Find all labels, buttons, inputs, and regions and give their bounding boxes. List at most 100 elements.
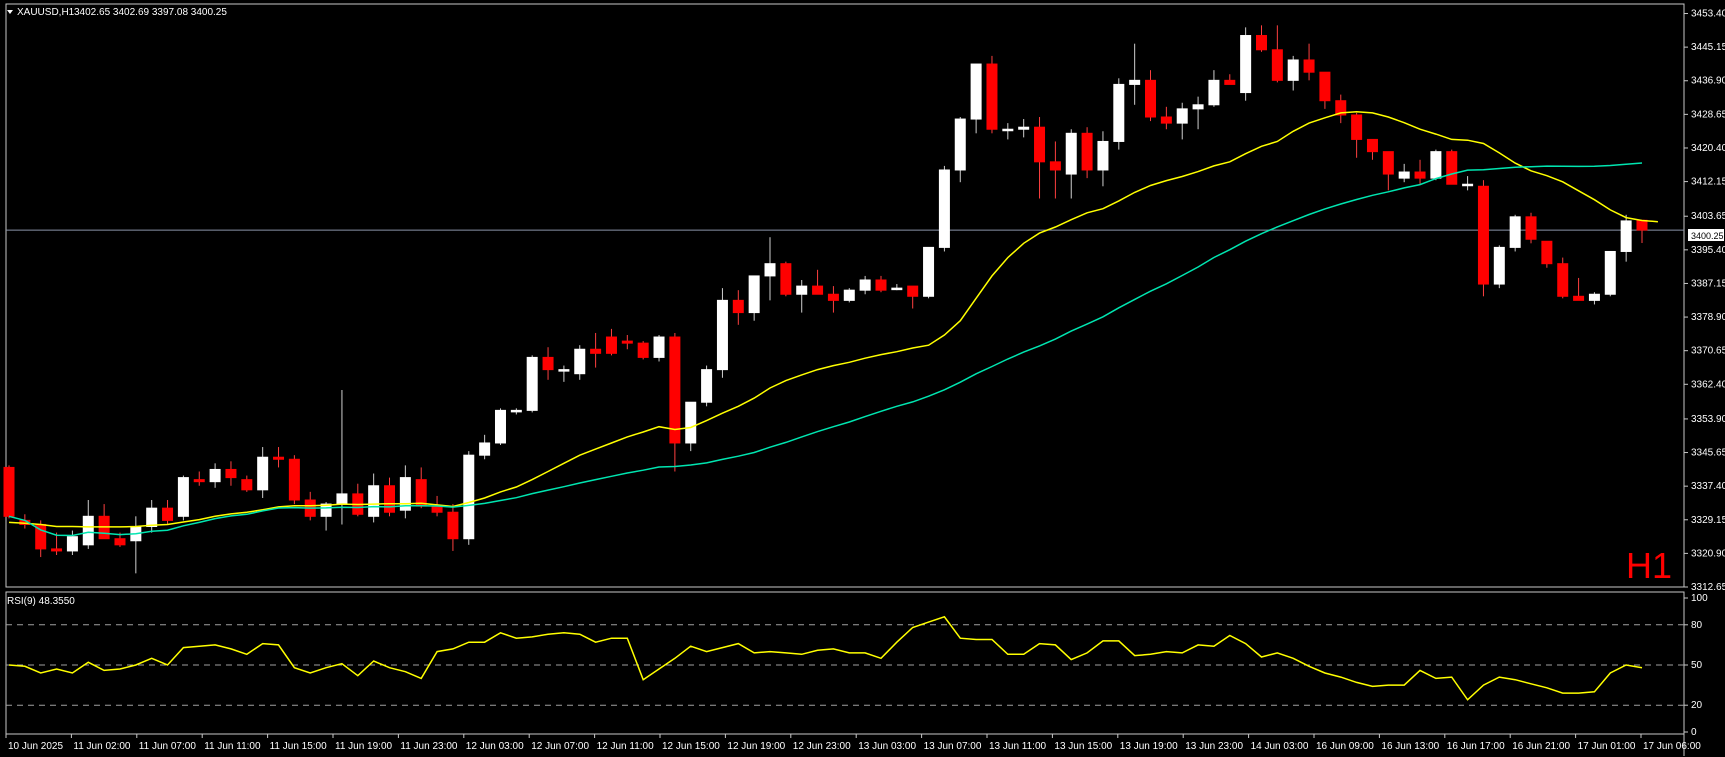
bear-candle [288,458,300,501]
time-tick-label: 16 Jun 13:00 [1381,741,1439,752]
bear-candle [1446,151,1458,185]
time-tick-label: 13 Jun 07:00 [924,741,982,752]
bear-candle [1351,114,1363,140]
bull-candle [764,263,776,277]
bear-candle [3,466,15,517]
price-tick-label: 3436.90 [1691,76,1725,87]
bull-candle [1287,59,1299,81]
rsi-panel-border [5,591,1685,735]
bear-candle [1145,79,1157,118]
price-tick-label: 3337.40 [1691,481,1725,492]
bull-candle [1002,128,1014,132]
bear-candle [621,340,633,344]
bear-candle [114,538,126,546]
rsi-tick-label: 20 [1691,700,1703,711]
time-tick-label: 16 Jun 09:00 [1316,741,1374,752]
bear-candle [907,285,919,297]
price-tick-label: 3445.15 [1691,42,1725,53]
bear-candle [875,279,887,291]
bear-candle [1414,171,1426,179]
bull-candle [1208,79,1220,106]
time-tick-label: 11 Jun 15:00 [270,741,328,752]
time-tick-label: 17 Jun 06:00 [1643,741,1701,752]
bear-candle [1636,219,1648,231]
time-tick-label: 11 Jun 11:00 [204,741,261,752]
bear-candle [605,336,617,354]
bull-candle [1018,126,1030,130]
rsi-tick-label: 80 [1691,620,1703,631]
bear-candle [1255,35,1267,51]
time-tick-label: 13 Jun 11:00 [989,741,1047,752]
bear-candle [1382,151,1394,175]
bull-candle [701,369,713,403]
bull-candle [859,279,871,291]
time-tick-label: 12 Jun 19:00 [727,741,785,752]
bull-candle [558,369,570,372]
bull-candle [970,63,982,120]
price-tick-label: 3353.90 [1691,414,1725,425]
bull-candle [938,169,950,248]
bear-candle [273,456,285,460]
bear-candle [986,63,998,130]
bull-candle [1192,104,1204,110]
time-tick-label: 11 Jun 19:00 [335,741,393,752]
bull-candle [479,442,491,456]
bull-candle [716,299,728,371]
price-tick-label: 3403.65 [1691,211,1725,222]
bull-candle [1065,132,1077,175]
bear-candle [1081,132,1093,171]
price-tick-label: 3329.15 [1691,515,1725,526]
time-tick-label: 13 Jun 23:00 [1185,741,1243,752]
price-tick-label: 3370.65 [1691,346,1725,357]
bull-candle [1430,151,1442,179]
bull-candle [1240,35,1252,94]
bear-candle [1541,240,1553,265]
time-tick-label: 12 Jun 07:00 [531,741,589,752]
bull-candle [1588,293,1600,301]
bull-candle [463,454,475,540]
bull-candle [66,536,78,552]
bear-candle [1477,185,1489,285]
price-tick-label: 3378.90 [1691,312,1725,323]
price-tick-label: 3345.65 [1691,448,1725,459]
bear-candle [225,468,237,479]
bull-candle [146,507,158,527]
bull-candle [399,477,411,511]
bull-candle [526,356,538,411]
bear-candle [732,299,744,314]
bull-candle [257,456,269,491]
time-tick-label: 12 Jun 03:00 [466,741,524,752]
bull-candle [1176,108,1188,124]
time-tick-label: 11 Jun 23:00 [400,741,458,752]
bear-candle [1034,126,1046,163]
rsi-indicator-label: RSI(9) 48.3550 [7,596,75,607]
price-tick-label: 3395.40 [1691,245,1725,256]
rsi-tick-label: 100 [1691,593,1708,604]
bull-candle [494,409,506,444]
bear-candle [1366,138,1378,153]
time-axis: 10 Jun 2025 11 Jun 02:00 11 Jun 07:00 11 Ju… [5,734,1701,752]
bear-candle [1303,59,1315,73]
time-tick-label: 14 Jun 03:00 [1251,741,1309,752]
bull-candle [510,409,522,413]
bear-candle [384,485,396,513]
timeframe-badge: H1 [1626,545,1672,586]
bear-candle [542,356,554,371]
chart-frame [5,3,1685,756]
bear-candle [1271,49,1283,81]
bear-candle [241,479,253,491]
bull-candle [843,289,855,301]
bear-candle [1160,116,1172,124]
symbol-dropdown-icon[interactable] [7,10,13,14]
bull-candle [82,515,94,546]
time-tick-label: 10 Jun 2025 [8,741,63,752]
bear-candle [780,263,792,295]
bear-candle [1224,79,1236,85]
bear-candle [447,511,459,540]
bear-candle [669,336,681,444]
bull-candle [1620,220,1632,252]
bear-candle [827,293,839,301]
price-tick-label: 3312.65 [1691,582,1725,593]
price-tick-label: 3453.40 [1691,9,1725,20]
bull-candle [954,118,966,171]
